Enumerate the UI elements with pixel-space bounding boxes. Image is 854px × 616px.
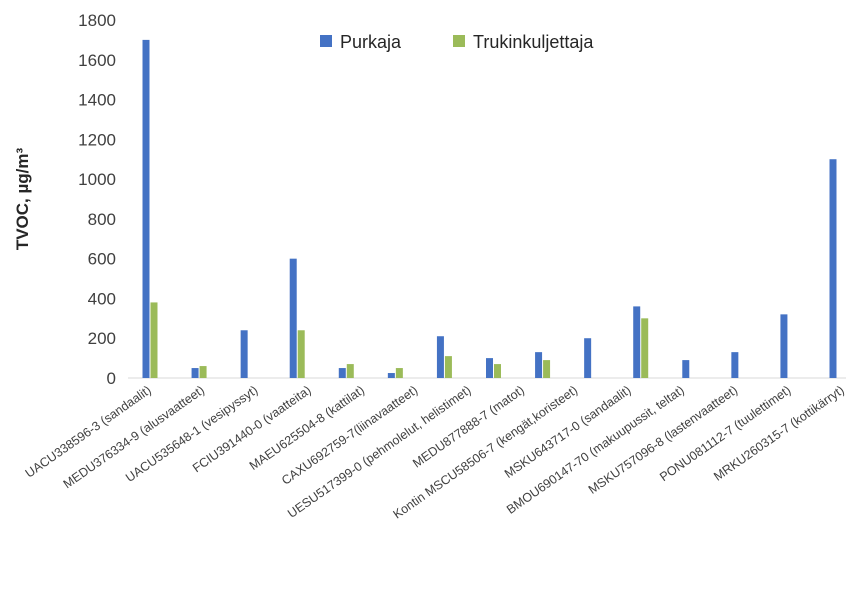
bar-purkaja-12 xyxy=(731,352,739,378)
legend-label-trukinkuljettaja: Trukinkuljettaja xyxy=(473,32,594,52)
bar-trukinkuljettaja-0 xyxy=(150,302,158,378)
bar-trukinkuljettaja-1 xyxy=(199,366,207,378)
y-tick-label: 1400 xyxy=(78,91,116,110)
y-tick-label: 800 xyxy=(88,210,116,229)
bar-purkaja-7 xyxy=(486,358,493,378)
bar-purkaja-0 xyxy=(142,39,150,379)
bar-purkaja-9 xyxy=(584,338,592,378)
y-tick-label: 1000 xyxy=(78,170,116,189)
bar-trukinkuljettaja-10 xyxy=(641,318,649,378)
bar-purkaja-2 xyxy=(240,330,248,378)
y-axis-label: TVOC, µg/m³ xyxy=(13,147,32,250)
bars xyxy=(142,39,837,379)
y-tick-label: 1600 xyxy=(78,51,116,70)
bar-purkaja-5 xyxy=(387,373,395,378)
y-tick-label: 1200 xyxy=(78,130,116,149)
y-tick-label: 0 xyxy=(107,369,116,388)
y-tick-label: 200 xyxy=(88,329,116,348)
legend-label-purkaja: Purkaja xyxy=(340,32,402,52)
y-tick-label: 1800 xyxy=(78,11,116,30)
bar-trukinkuljettaja-7 xyxy=(494,364,501,378)
bar-purkaja-3 xyxy=(289,258,297,378)
bar-purkaja-6 xyxy=(436,336,444,378)
y-tick-label: 600 xyxy=(88,250,116,269)
bar-purkaja-1 xyxy=(191,368,199,378)
bar-trukinkuljettaja-6 xyxy=(444,356,452,378)
y-tick-labels: 0 200 400 600 800 1000 1200 1400 1600 1800 xyxy=(78,11,116,388)
x-tick-labels: UACU338596-3 (sandaalit)MEDU376334-9 (al… xyxy=(23,383,847,522)
bar-purkaja-11 xyxy=(682,360,690,378)
bar-purkaja-10 xyxy=(633,306,641,378)
legend: Purkaja Trukinkuljettaja xyxy=(320,32,594,52)
bar-purkaja-4 xyxy=(338,368,346,378)
legend-swatch-trukinkuljettaja xyxy=(453,35,465,47)
y-tick-label: 400 xyxy=(88,289,116,308)
bar-trukinkuljettaja-4 xyxy=(346,364,354,378)
bar-purkaja-13 xyxy=(780,314,788,378)
bar-purkaja-14 xyxy=(829,159,837,378)
bar-trukinkuljettaja-5 xyxy=(395,368,403,378)
legend-swatch-purkaja xyxy=(320,35,332,47)
bar-trukinkuljettaja-8 xyxy=(543,360,551,378)
bar-trukinkuljettaja-3 xyxy=(297,330,305,378)
bar-purkaja-8 xyxy=(535,352,543,378)
